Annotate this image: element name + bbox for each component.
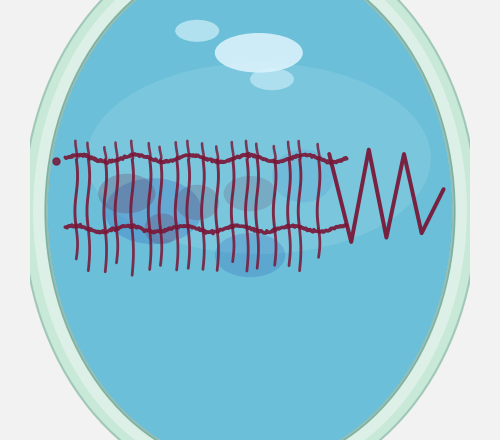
Ellipse shape (175, 20, 219, 42)
Ellipse shape (250, 68, 294, 90)
Ellipse shape (272, 150, 334, 202)
Ellipse shape (48, 0, 452, 440)
Ellipse shape (215, 233, 285, 277)
Ellipse shape (87, 63, 431, 254)
Ellipse shape (105, 178, 202, 244)
Ellipse shape (98, 174, 156, 213)
Ellipse shape (224, 176, 276, 211)
Ellipse shape (175, 185, 219, 220)
Ellipse shape (33, 0, 467, 440)
Ellipse shape (24, 0, 476, 440)
Ellipse shape (144, 213, 180, 244)
Ellipse shape (215, 33, 303, 73)
